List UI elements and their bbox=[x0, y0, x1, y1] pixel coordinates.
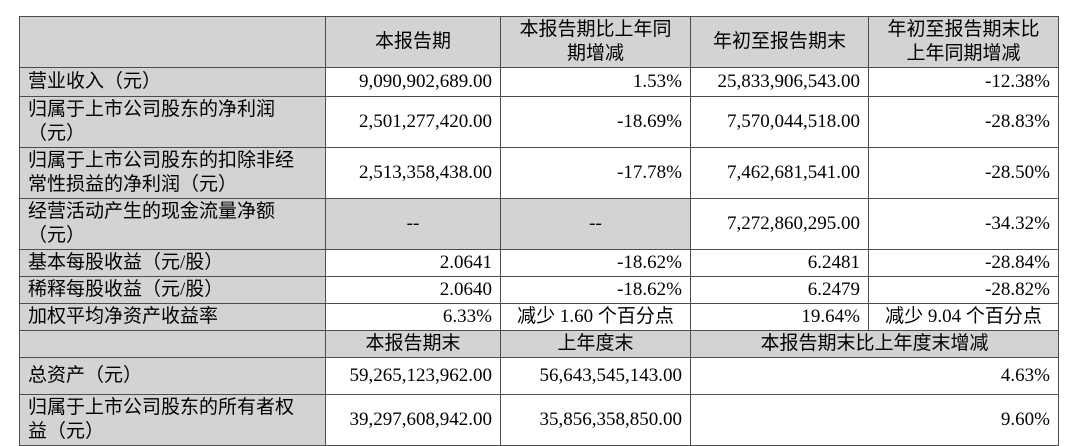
value-cell: 9.60% bbox=[690, 394, 1059, 446]
row-label-cell: 归属于上市公司股东的扣除非经 常性损益的净利润（元） bbox=[19, 147, 326, 199]
value-cell: -28.83% bbox=[868, 96, 1059, 148]
value-cell: -28.82% bbox=[868, 276, 1059, 304]
value-cell: 25,833,906,543.00 bbox=[690, 67, 869, 97]
value-cell: 7,462,681,541.00 bbox=[690, 147, 869, 199]
table-row: 经营活动产生的现金流量净额 （元） -- -- 7,272,860,295.00 -34… bbox=[19, 198, 1059, 250]
value-cell: -18.69% bbox=[500, 96, 691, 148]
value-cell: 6.2481 bbox=[690, 249, 869, 277]
value-cell: 减少 1.60 个百分点 bbox=[500, 303, 691, 331]
row-label-cell: 归属于上市公司股东的所有者权 益（元） bbox=[19, 394, 326, 446]
row-label-cell: 加权平均净资产收益率 bbox=[19, 303, 326, 331]
value-cell: 6.33% bbox=[325, 303, 501, 331]
value-cell: -28.84% bbox=[868, 249, 1059, 277]
financial-summary-table: 本报告期 本报告期比上年同 期增减 年初至报告期末 年初至报告期末比 上年同期增减 营业… bbox=[19, 16, 1059, 446]
row-label-cell: 经营活动产生的现金流量净额 （元） bbox=[19, 198, 326, 250]
header-cell: 本报告期 bbox=[325, 16, 501, 68]
value-cell: -- bbox=[500, 198, 691, 250]
value-cell: 2,513,358,438.00 bbox=[325, 147, 501, 199]
value-cell: 9,090,902,689.00 bbox=[325, 67, 501, 97]
row-label-cell: 营业收入（元） bbox=[19, 67, 326, 97]
table-row: 归属于上市公司股东的净利润 （元） 2,501,277,420.00 -18.69%… bbox=[19, 96, 1059, 148]
value-cell: -12.38% bbox=[868, 67, 1059, 97]
value-cell: -17.78% bbox=[500, 147, 691, 199]
header-cell: 年初至报告期末比 上年同期增减 bbox=[868, 16, 1059, 68]
table-header-row: 本报告期末 上年度末 本报告期末比上年度末增减 bbox=[19, 330, 1059, 358]
table-row: 稀释每股收益（元/股） 2.0640 -18.62% 6.2479 -28.82% bbox=[19, 276, 1059, 304]
financial-summary-section: 本报告期 本报告期比上年同 期增减 年初至报告期末 年初至报告期末比 上年同期增减 营业… bbox=[19, 16, 1059, 446]
row-label-cell: 总资产（元） bbox=[19, 357, 326, 395]
table-row: 营业收入（元） 9,090,902,689.00 1.53% 25,833,906,5… bbox=[19, 67, 1059, 97]
value-cell: 2,501,277,420.00 bbox=[325, 96, 501, 148]
value-cell: 2.0641 bbox=[325, 249, 501, 277]
header-cell: 本报告期末 bbox=[325, 330, 501, 358]
header-cell: 上年度末 bbox=[500, 330, 691, 358]
table-row: 总资产（元） 59,265,123,962.00 56,643,545,143.00… bbox=[19, 357, 1059, 395]
table-row: 归属于上市公司股东的扣除非经 常性损益的净利润（元） 2,513,358,438.… bbox=[19, 147, 1059, 199]
table-row: 加权平均净资产收益率 6.33% 减少 1.60 个百分点 19.64% 减少 9.04… bbox=[19, 303, 1059, 331]
value-cell: 56,643,545,143.00 bbox=[500, 357, 691, 395]
value-cell: 1.53% bbox=[500, 67, 691, 97]
table-row: 归属于上市公司股东的所有者权 益（元） 39,297,608,942.00 35,8… bbox=[19, 394, 1059, 446]
header-cell bbox=[19, 330, 326, 358]
header-cell: 年初至报告期末 bbox=[690, 16, 869, 68]
value-cell: 4.63% bbox=[690, 357, 1059, 395]
value-cell: 7,570,044,518.00 bbox=[690, 96, 869, 148]
value-cell: 19.64% bbox=[690, 303, 869, 331]
value-cell: 6.2479 bbox=[690, 276, 869, 304]
header-cell bbox=[19, 16, 326, 68]
row-label-cell: 基本每股收益（元/股） bbox=[19, 249, 326, 277]
value-cell: -34.32% bbox=[868, 198, 1059, 250]
header-cell: 本报告期比上年同 期增减 bbox=[500, 16, 691, 68]
value-cell: -28.50% bbox=[868, 147, 1059, 199]
value-cell: 35,856,358,850.00 bbox=[500, 394, 691, 446]
value-cell: 减少 9.04 个百分点 bbox=[868, 303, 1059, 331]
value-cell: 2.0640 bbox=[325, 276, 501, 304]
value-cell: 59,265,123,962.00 bbox=[325, 357, 501, 395]
table-header-row: 本报告期 本报告期比上年同 期增减 年初至报告期末 年初至报告期末比 上年同期增减 bbox=[19, 16, 1059, 68]
value-cell: -18.62% bbox=[500, 249, 691, 277]
table-row: 基本每股收益（元/股） 2.0641 -18.62% 6.2481 -28.84% bbox=[19, 249, 1059, 277]
value-cell: 7,272,860,295.00 bbox=[690, 198, 869, 250]
row-label-cell: 稀释每股收益（元/股） bbox=[19, 276, 326, 304]
header-cell: 本报告期末比上年度末增减 bbox=[690, 330, 1059, 358]
value-cell: -- bbox=[325, 198, 501, 250]
row-label-cell: 归属于上市公司股东的净利润 （元） bbox=[19, 96, 326, 148]
value-cell: -18.62% bbox=[500, 276, 691, 304]
value-cell: 39,297,608,942.00 bbox=[325, 394, 501, 446]
